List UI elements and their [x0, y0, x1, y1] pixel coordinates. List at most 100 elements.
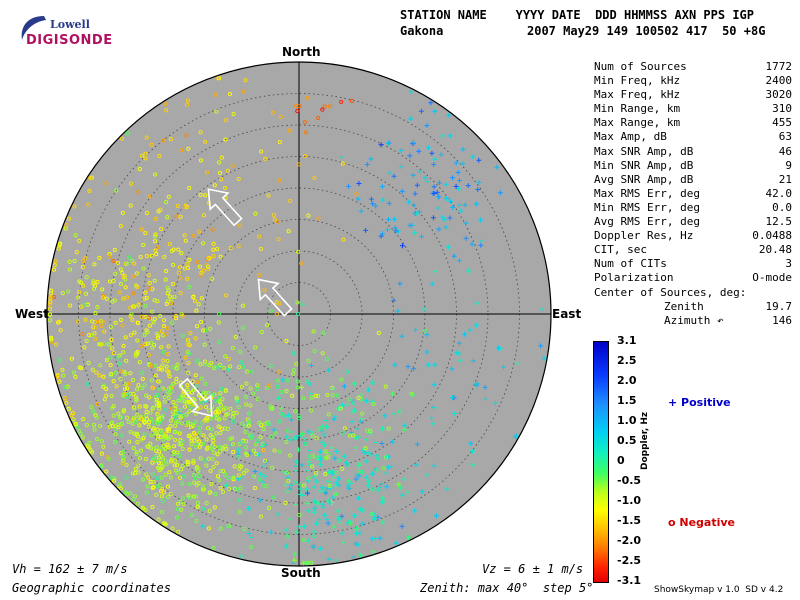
negative-source-mark	[86, 360, 91, 365]
stat-row: Num of CITs 3	[594, 257, 792, 271]
negative-source-mark	[327, 483, 332, 488]
positive-source-mark	[275, 395, 281, 401]
negative-source-mark	[357, 469, 362, 474]
positive-source-mark	[444, 486, 450, 492]
negative-source-mark	[48, 300, 53, 305]
negative-source-mark	[288, 198, 293, 203]
negative-source-mark	[249, 544, 254, 549]
stat-value: 455	[772, 116, 792, 130]
negative-source-mark	[159, 428, 164, 433]
negative-source-mark	[320, 351, 325, 356]
negative-source-mark	[164, 368, 170, 373]
negative-source-mark	[306, 476, 311, 481]
positive-source-mark	[294, 529, 300, 535]
negative-source-mark	[130, 317, 135, 322]
negative-source-mark	[185, 420, 190, 425]
negative-source-mark	[138, 254, 143, 260]
negative-source-mark	[160, 413, 165, 418]
negative-source-mark	[68, 303, 73, 308]
negative-source-mark	[323, 472, 328, 477]
positive-source-mark	[433, 405, 438, 411]
positive-source-mark	[460, 161, 466, 167]
stat-row: Center of Sources, deg:	[594, 286, 792, 300]
positive-source-mark	[401, 476, 407, 482]
negative-source-mark	[214, 431, 219, 436]
negative-source-mark	[270, 110, 275, 115]
negative-source-mark	[139, 416, 144, 421]
negative-source-mark	[160, 363, 165, 368]
negative-source-mark	[261, 483, 266, 488]
negative-source-mark	[131, 417, 136, 422]
colorbar-tick-label: 1.0	[617, 414, 637, 427]
negative-source-mark	[339, 377, 344, 382]
positive-source-mark	[387, 170, 393, 176]
negative-source-mark	[250, 434, 255, 439]
negative-source-mark	[111, 404, 116, 409]
negative-source-mark	[121, 275, 126, 280]
negative-source-mark	[136, 470, 141, 475]
negative-source-mark	[230, 345, 235, 351]
negative-source-mark	[109, 393, 114, 399]
negative-source-mark	[152, 420, 157, 425]
positive-source-mark	[380, 197, 386, 203]
positive-source-mark	[369, 486, 375, 492]
negative-source-mark	[192, 299, 198, 304]
negative-source-mark	[148, 479, 153, 484]
negative-source-mark	[108, 325, 113, 330]
positive-source-mark	[428, 100, 434, 106]
negative-source-mark	[111, 413, 116, 418]
positive-source-mark	[453, 160, 459, 166]
stat-label: Doppler Res, Hz	[594, 229, 694, 243]
positive-source-mark	[436, 180, 442, 186]
negative-source-mark	[272, 448, 277, 453]
negative-source-mark	[115, 260, 120, 265]
negative-source-mark	[274, 311, 279, 317]
negative-source-mark	[161, 443, 166, 448]
positive-source-mark	[395, 229, 401, 235]
stat-row: Avg SNR Amp, dB 21	[594, 173, 792, 187]
negative-source-mark	[104, 386, 109, 391]
negative-source-mark	[180, 481, 185, 486]
positive-source-mark	[297, 486, 303, 492]
negative-source-mark	[306, 358, 311, 363]
negative-source-mark	[213, 365, 218, 370]
negative-source-mark	[210, 227, 215, 232]
negative-source-mark	[381, 466, 386, 471]
positive-source-mark	[405, 364, 411, 370]
positive-source-mark	[260, 463, 266, 469]
positive-source-mark	[442, 217, 448, 223]
positive-source-mark	[413, 327, 418, 333]
positive-source-mark	[366, 478, 372, 484]
negative-source-mark	[232, 486, 237, 491]
negative-source-mark	[215, 474, 221, 479]
positive-source-mark	[314, 521, 320, 527]
positive-source-mark	[293, 468, 298, 474]
positive-source-mark	[292, 551, 298, 557]
negative-source-mark	[180, 496, 185, 501]
negative-source-mark	[239, 360, 244, 365]
positive-source-mark	[402, 427, 408, 433]
negative-source-mark	[165, 442, 170, 447]
negative-source-mark	[192, 438, 197, 443]
negative-source-mark	[81, 283, 86, 288]
negative-source-mark	[316, 393, 321, 399]
negative-source-mark	[156, 401, 162, 406]
stat-row: Min SNR Amp, dB 9	[594, 159, 792, 173]
positive-source-mark	[356, 495, 362, 501]
negative-source-mark	[305, 95, 310, 101]
negative-source-mark	[178, 413, 183, 419]
negative-source-mark	[198, 130, 203, 135]
negative-source-mark	[159, 430, 164, 435]
negative-source-mark	[207, 490, 212, 495]
negative-source-mark	[247, 419, 252, 424]
positive-source-mark	[431, 191, 437, 196]
positive-source-mark	[353, 541, 359, 547]
positive-source-mark	[305, 508, 311, 514]
negative-source-mark	[244, 468, 249, 473]
positive-source-mark	[466, 268, 472, 274]
negative-source-mark	[151, 456, 156, 461]
negative-source-mark	[231, 442, 236, 447]
negative-source-mark	[206, 266, 211, 271]
negative-source-mark	[56, 374, 61, 379]
negative-source-mark	[244, 369, 249, 374]
